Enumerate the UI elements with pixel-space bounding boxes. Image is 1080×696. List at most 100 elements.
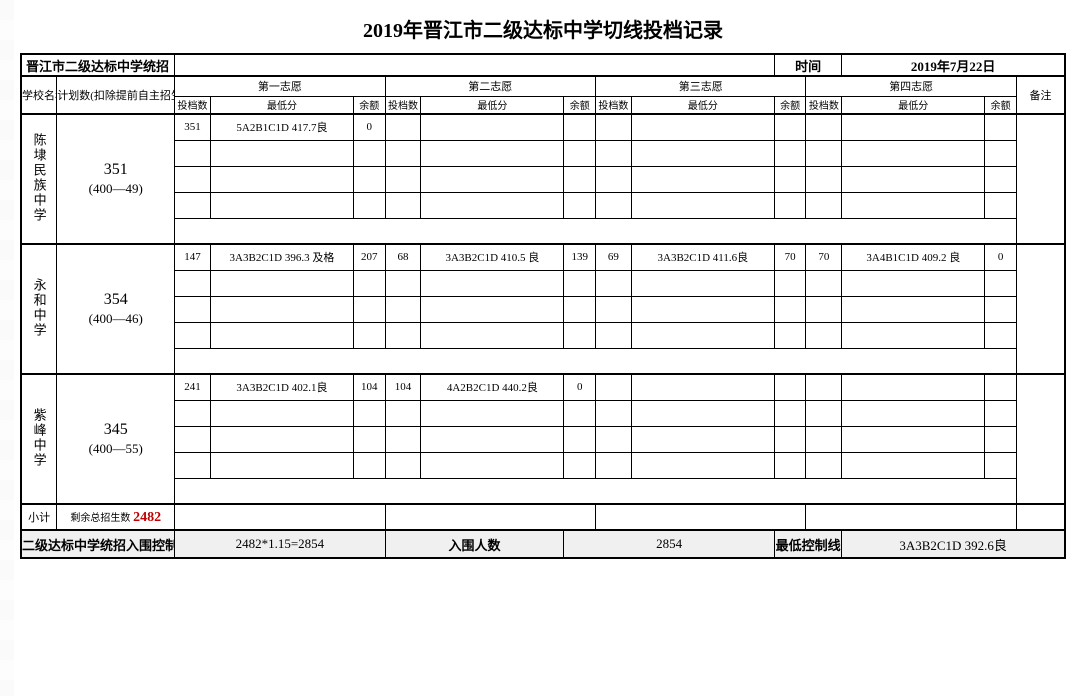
cell-remain (564, 452, 596, 478)
cell-min: 3A3B2C1D 411.6良 (631, 244, 774, 270)
cell-min (842, 296, 985, 322)
cell-remain (985, 400, 1017, 426)
cell-toudang (596, 114, 632, 140)
sub-td-2: 投档数 (385, 96, 421, 114)
cell-min (210, 322, 353, 348)
main-table: 晋江市二级达标中学统招 时间 2019年7月22日 学校名称 计划数(扣除提前自… (20, 53, 1066, 559)
cell-toudang (596, 374, 632, 400)
hdr-remark: 备注 (1016, 76, 1065, 114)
remark-cell (1016, 374, 1065, 504)
cell-min (842, 114, 985, 140)
cell-remain (564, 166, 596, 192)
cell-min (210, 270, 353, 296)
school-name: 永和中学 (21, 244, 57, 374)
cell-toudang (175, 192, 211, 218)
sub-min-1: 最低分 (210, 96, 353, 114)
cell-remain (774, 296, 806, 322)
meta-time-label: 时间 (774, 54, 841, 76)
cell-remain (564, 114, 596, 140)
cell-toudang (806, 270, 842, 296)
cell-min (842, 270, 985, 296)
cell-min (421, 400, 564, 426)
sub-rm-2: 余额 (564, 96, 596, 114)
sub-rm-3: 余额 (774, 96, 806, 114)
cell-min (631, 452, 774, 478)
footer-l5: 最低控制线 (774, 530, 841, 558)
cell-min (842, 322, 985, 348)
cell-remain (354, 192, 386, 218)
cell-toudang (806, 452, 842, 478)
cell-toudang (806, 322, 842, 348)
cell-remain (774, 400, 806, 426)
cell-toudang (175, 452, 211, 478)
cell-toudang (385, 452, 421, 478)
cell-min (842, 452, 985, 478)
cell-min (631, 296, 774, 322)
cell-min (631, 270, 774, 296)
school-name: 紫峰中学 (21, 374, 57, 504)
school-name: 陈埭民族中学 (21, 114, 57, 244)
cell-remain (564, 322, 596, 348)
cell-toudang (385, 296, 421, 322)
cell-toudang (385, 166, 421, 192)
cell-remain (985, 296, 1017, 322)
cell-min (421, 140, 564, 166)
cell-toudang: 241 (175, 374, 211, 400)
cell-min (421, 114, 564, 140)
cell-toudang (806, 140, 842, 166)
cell-remain: 0 (354, 114, 386, 140)
footer-l4: 2854 (564, 530, 774, 558)
cell-min (631, 322, 774, 348)
meta-left: 晋江市二级达标中学统招 (21, 54, 175, 76)
cell-min (631, 374, 774, 400)
cell-remain (774, 192, 806, 218)
school-plan: 351(400—49) (57, 114, 175, 244)
school-plan: 345(400—55) (57, 374, 175, 504)
cell-toudang: 351 (175, 114, 211, 140)
cell-remain (985, 140, 1017, 166)
cell-min (631, 192, 774, 218)
cell-toudang (175, 140, 211, 166)
cell-min: 4A2B2C1D 440.2良 (421, 374, 564, 400)
cell-toudang (385, 322, 421, 348)
cell-toudang (175, 400, 211, 426)
cell-min (210, 192, 353, 218)
cell-min (210, 452, 353, 478)
cell-remain (985, 192, 1017, 218)
cell-toudang: 70 (806, 244, 842, 270)
cell-remain: 0 (564, 374, 596, 400)
hdr-school: 学校名称 (21, 76, 57, 114)
cell-remain (774, 374, 806, 400)
sub-td-4: 投档数 (806, 96, 842, 114)
cell-min: 3A3B2C1D 396.3 及格 (210, 244, 353, 270)
cell-remain (774, 322, 806, 348)
cell-remain (354, 452, 386, 478)
cell-min (842, 140, 985, 166)
cell-min (210, 296, 353, 322)
cell-toudang (175, 296, 211, 322)
sub-rm-1: 余额 (354, 96, 386, 114)
cell-toudang (385, 400, 421, 426)
cell-remain (774, 140, 806, 166)
cell-min: 5A2B1C1D 417.7良 (210, 114, 353, 140)
footer-l2: 2482*1.15=2854 (175, 530, 385, 558)
cell-remain (354, 140, 386, 166)
cell-remain (354, 400, 386, 426)
cell-remain (774, 270, 806, 296)
cell-toudang (175, 322, 211, 348)
school-spacer (175, 218, 1017, 244)
cell-toudang (596, 296, 632, 322)
cell-min (631, 166, 774, 192)
sub-min-4: 最低分 (842, 96, 985, 114)
cell-remain (354, 296, 386, 322)
cell-remain: 207 (354, 244, 386, 270)
hdr-choice-4: 第四志愿 (806, 76, 1016, 96)
cell-toudang (175, 270, 211, 296)
cell-min (421, 426, 564, 452)
cell-toudang: 68 (385, 244, 421, 270)
cell-min (421, 192, 564, 218)
cell-toudang (385, 426, 421, 452)
cell-remain (774, 452, 806, 478)
sub-td-1: 投档数 (175, 96, 211, 114)
cell-toudang (596, 400, 632, 426)
